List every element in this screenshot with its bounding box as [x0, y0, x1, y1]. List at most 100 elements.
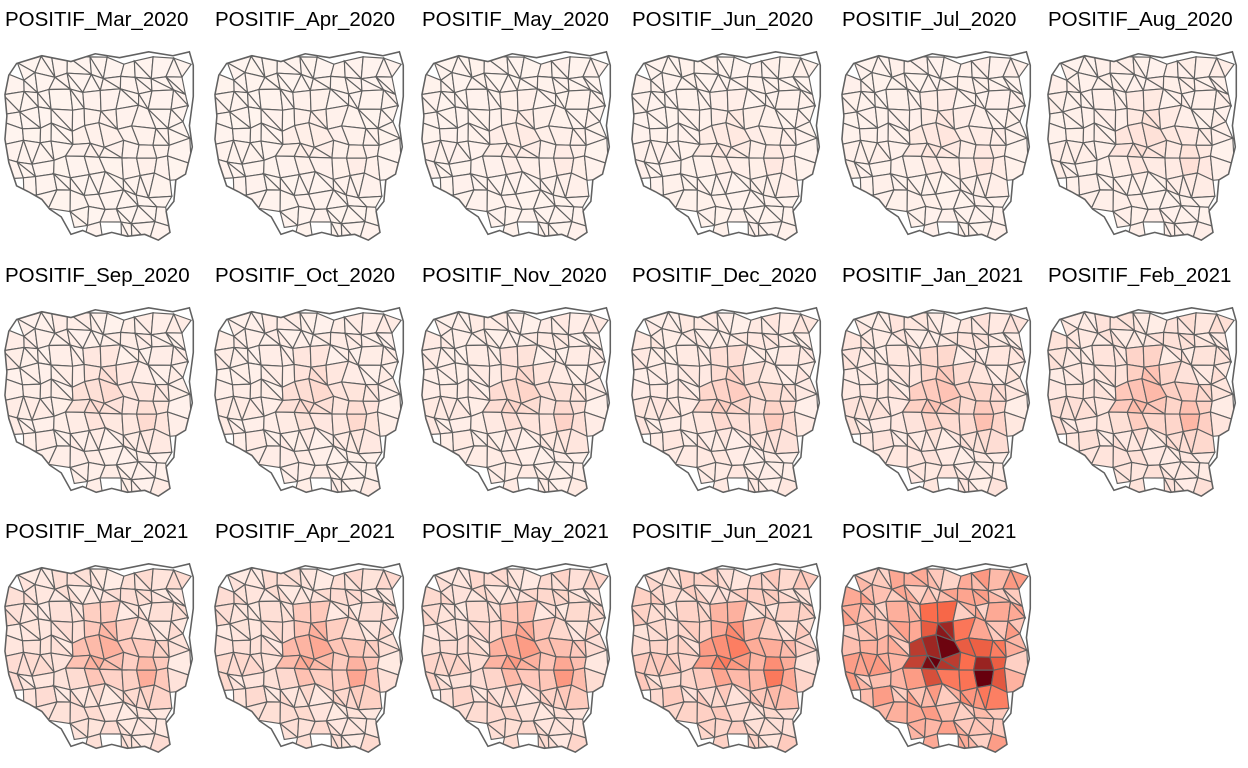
district-region [564, 89, 592, 110]
district-region [564, 601, 592, 622]
district-map [4, 306, 195, 498]
map-outline [421, 50, 612, 242]
district-region [69, 465, 89, 485]
district-region [774, 89, 802, 110]
district-region [82, 601, 102, 624]
map-outline [631, 562, 822, 754]
map-panel: POSITIF_Oct_2020 [210, 256, 416, 512]
panel-title: POSITIF_Mar_2020 [5, 8, 189, 31]
district-map [4, 562, 195, 754]
panel-title: POSITIF_May_2021 [422, 520, 609, 543]
panel-title: POSITIF_Jan_2021 [842, 264, 1024, 287]
panel-title: POSITIF_May_2020 [422, 8, 609, 31]
district-region [696, 721, 716, 741]
district-region [564, 345, 592, 366]
district-region [709, 345, 729, 368]
district-region [774, 601, 802, 622]
map-outline [214, 562, 405, 754]
district-region [279, 721, 299, 741]
district-region [465, 600, 491, 623]
district-region [709, 89, 729, 112]
district-map [631, 562, 822, 754]
map-outline [841, 50, 1032, 242]
map-panel: POSITIF_May_2021 [417, 512, 623, 768]
district-map [841, 562, 1032, 754]
district-region [48, 88, 74, 111]
map-panel: POSITIF_Feb_2021 [1043, 256, 1248, 512]
district-region [1091, 344, 1117, 367]
district-region [906, 209, 926, 229]
map-panel: POSITIF_May_2020 [417, 0, 623, 256]
district-region [906, 465, 926, 485]
district-region [1125, 345, 1145, 368]
district-region [357, 89, 385, 110]
district-region [486, 209, 506, 229]
district-map [4, 50, 195, 242]
district-region [1091, 88, 1117, 111]
district-map [421, 306, 612, 498]
district-region [147, 345, 175, 366]
district-region [279, 209, 299, 229]
district-region [82, 89, 102, 112]
district-region [885, 344, 911, 367]
district-region [919, 345, 939, 368]
district-region [499, 345, 519, 368]
panel-title: POSITIF_Apr_2021 [215, 520, 396, 543]
map-outline [841, 306, 1032, 498]
district-region [82, 345, 102, 368]
district-region [499, 89, 519, 112]
map-outline [1047, 306, 1238, 498]
district-region [258, 600, 284, 623]
map-outline [214, 50, 405, 242]
map-outline [214, 306, 405, 498]
panel-title: POSITIF_Mar_2021 [5, 520, 189, 543]
district-region [675, 344, 701, 367]
district-region [279, 465, 299, 485]
map-panel: POSITIF_Jun_2020 [627, 0, 833, 256]
map-outline [421, 306, 612, 498]
district-region [1190, 345, 1218, 366]
map-outline [4, 50, 195, 242]
district-map [214, 562, 405, 754]
district-region [48, 344, 74, 367]
map-panel: POSITIF_Sep_2020 [0, 256, 206, 512]
district-region [919, 89, 939, 112]
district-region [486, 465, 506, 485]
district-region [292, 89, 312, 112]
district-region [885, 88, 911, 111]
map-outline [421, 562, 612, 754]
map-panel: POSITIF_Jul_2020 [837, 0, 1043, 256]
district-region [984, 601, 1012, 622]
district-region [1112, 209, 1132, 229]
district-region [885, 600, 911, 623]
district-region [1190, 89, 1218, 110]
map-panel: POSITIF_Jul_2021 [837, 512, 1043, 768]
district-region [465, 88, 491, 111]
map-outline [4, 306, 195, 498]
district-region [696, 209, 716, 229]
district-region [292, 345, 312, 368]
map-panel: POSITIF_Apr_2020 [210, 0, 416, 256]
map-outline [1047, 50, 1238, 242]
district-region [906, 721, 926, 741]
district-region [147, 89, 175, 110]
district-map [631, 306, 822, 498]
district-map [214, 306, 405, 498]
panel-title: POSITIF_Jun_2021 [632, 520, 814, 543]
map-outline [4, 562, 195, 754]
district-region [696, 465, 716, 485]
map-outline [841, 562, 1032, 754]
district-region [499, 601, 519, 624]
panel-title: POSITIF_Nov_2020 [422, 264, 607, 287]
map-panel: POSITIF_Dec_2020 [627, 256, 833, 512]
panel-title: POSITIF_Sep_2020 [5, 264, 190, 287]
district-region [919, 601, 939, 624]
map-panel: POSITIF_Mar_2021 [0, 512, 206, 768]
district-region [774, 345, 802, 366]
map-panel: POSITIF_Jan_2021 [837, 256, 1043, 512]
panel-title: POSITIF_Dec_2020 [632, 264, 817, 287]
district-region [1112, 465, 1132, 485]
map-panel: POSITIF_Nov_2020 [417, 256, 623, 512]
district-map [421, 50, 612, 242]
